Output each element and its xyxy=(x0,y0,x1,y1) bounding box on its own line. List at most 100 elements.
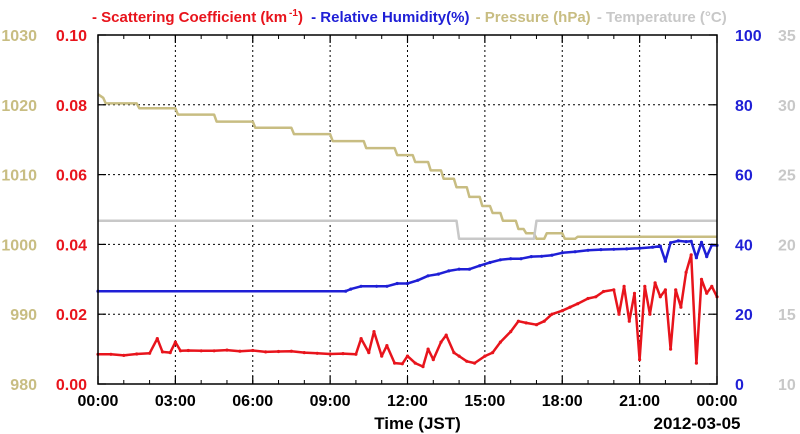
data-point-scattering xyxy=(648,312,652,316)
series-line-scattering xyxy=(98,253,719,368)
data-point-scattering xyxy=(663,288,668,292)
y-tick-label-temperature: 15 xyxy=(778,307,796,324)
x-tick-label: 00:00 xyxy=(697,393,738,410)
y-tick-label-pressure: 1020 xyxy=(1,98,37,115)
data-point-scattering xyxy=(524,321,528,325)
chart-legend: - Scattering Coefficient (km -1) - Relati… xyxy=(92,8,782,26)
data-point-scattering xyxy=(372,330,376,334)
data-point-scattering xyxy=(509,330,513,334)
data-point-humidity xyxy=(405,281,410,286)
data-point-scattering xyxy=(534,323,539,327)
y-tick-label-temperature: 30 xyxy=(778,98,796,115)
data-point-humidity xyxy=(447,269,451,273)
data-point-scattering xyxy=(393,361,397,365)
data-point-scattering xyxy=(550,312,554,316)
data-point-humidity xyxy=(519,257,523,261)
data-point-scattering xyxy=(367,351,371,355)
y-tick-label-scattering: 0.10 xyxy=(56,28,87,45)
y-tick-label-humidity: 20 xyxy=(735,307,753,324)
data-point-scattering xyxy=(385,344,389,348)
y-tick-label-pressure: 990 xyxy=(10,307,37,324)
data-point-scattering xyxy=(264,350,268,354)
x-tick-label: 06:00 xyxy=(232,393,273,410)
data-point-scattering xyxy=(400,362,404,366)
data-point-scattering xyxy=(699,277,704,281)
data-point-humidity xyxy=(676,239,680,243)
data-point-scattering xyxy=(674,288,678,292)
data-point-humidity xyxy=(344,289,348,293)
date-label: 2012-03-05 xyxy=(654,414,741,433)
x-tick-label: 03:00 xyxy=(155,393,196,410)
legend-temperature: - Temperature (°C) xyxy=(592,9,727,26)
legend-humidity: - Relative Humidity(%) xyxy=(306,9,470,26)
data-point-scattering xyxy=(431,358,435,362)
x-tick-label: 00:00 xyxy=(78,393,119,410)
data-point-scattering xyxy=(359,337,363,341)
data-point-scattering xyxy=(251,348,255,353)
data-point-humidity xyxy=(699,240,704,244)
data-point-scattering xyxy=(465,359,469,363)
data-point-scattering xyxy=(212,349,216,353)
data-point-humidity xyxy=(550,253,554,257)
data-point-humidity xyxy=(684,240,688,244)
data-point-humidity xyxy=(650,245,655,249)
data-point-scattering xyxy=(491,351,495,355)
data-point-scattering xyxy=(452,351,456,355)
data-point-scattering xyxy=(341,352,345,356)
data-point-scattering xyxy=(638,358,642,362)
data-point-scattering xyxy=(173,340,177,344)
legend-scattering: - Scattering Coefficient (km -1) xyxy=(92,8,303,26)
data-point-scattering xyxy=(568,305,572,309)
x-tick-label: 09:00 xyxy=(310,393,351,410)
x-tick-label: 15:00 xyxy=(464,393,505,410)
data-point-scattering xyxy=(426,347,430,351)
data-point-scattering xyxy=(148,351,152,355)
data-point-humidity xyxy=(467,267,471,271)
data-point-scattering xyxy=(705,291,709,295)
data-point-scattering xyxy=(694,361,699,365)
data-point-humidity xyxy=(498,258,502,262)
series-line-temperature xyxy=(98,219,717,241)
data-point-scattering xyxy=(586,296,590,301)
y-tick-label-scattering: 0.06 xyxy=(56,168,87,185)
data-point-scattering xyxy=(380,354,384,358)
x-axis-label: Time (JST) xyxy=(374,414,461,433)
data-point-scattering xyxy=(302,351,306,355)
data-point-scattering xyxy=(168,351,172,355)
data-point-scattering xyxy=(516,319,521,323)
data-point-humidity xyxy=(663,259,668,263)
data-point-scattering xyxy=(199,349,203,353)
y-tick-label-humidity: 80 xyxy=(735,98,753,115)
y-tick-label-temperature: 10 xyxy=(778,377,796,394)
x-tick-label: 18:00 xyxy=(542,393,583,410)
x-tick-label: 12:00 xyxy=(387,393,428,410)
data-point-scattering xyxy=(684,270,688,274)
data-point-scattering xyxy=(560,309,564,313)
data-point-humidity xyxy=(625,247,629,251)
data-point-humidity xyxy=(694,256,699,260)
data-point-scattering xyxy=(542,319,546,323)
data-point-scattering xyxy=(238,349,242,353)
data-point-scattering xyxy=(439,340,443,344)
legend-pressure: - Pressure (hPa) xyxy=(471,9,591,26)
data-point-scattering xyxy=(643,284,647,288)
data-point-humidity xyxy=(359,284,363,288)
data-point-scattering xyxy=(632,291,637,295)
data-point-scattering xyxy=(498,340,502,344)
data-point-scattering xyxy=(576,302,580,306)
data-point-scattering xyxy=(669,347,673,351)
y-tick-label-pressure: 1030 xyxy=(1,28,37,45)
data-point-scattering xyxy=(315,351,319,355)
data-point-scattering xyxy=(612,288,616,292)
data-point-humidity xyxy=(385,284,389,288)
data-point-scattering xyxy=(186,348,190,353)
data-point-scattering xyxy=(457,354,461,358)
data-point-scattering xyxy=(225,348,229,352)
y-tick-label-temperature: 25 xyxy=(778,168,796,185)
data-point-scattering xyxy=(483,354,487,358)
data-point-humidity xyxy=(375,284,379,288)
data-point-scattering xyxy=(617,312,621,316)
data-point-humidity xyxy=(349,287,353,291)
data-point-scattering xyxy=(601,289,606,294)
